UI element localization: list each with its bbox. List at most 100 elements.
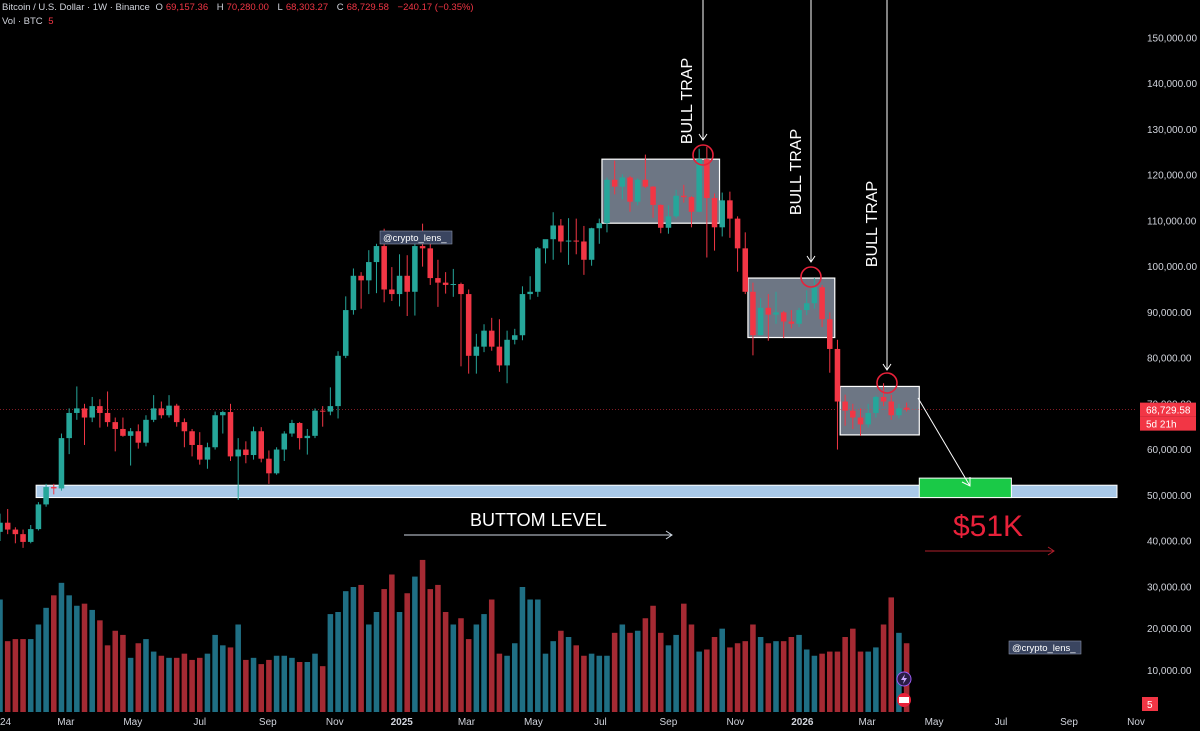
volume-bar xyxy=(604,655,610,712)
candle-body xyxy=(20,534,26,542)
candle-body xyxy=(512,335,518,340)
volume-bar xyxy=(419,559,426,712)
candle-body xyxy=(611,179,618,187)
candle-body xyxy=(811,287,818,304)
volume-bar xyxy=(504,655,510,712)
volume-bar xyxy=(834,651,841,712)
candle-body xyxy=(450,284,457,286)
volume-bar xyxy=(181,653,188,712)
volume-bar xyxy=(796,634,802,712)
volume-bar xyxy=(696,651,702,712)
target-price-label: $51K xyxy=(953,510,1023,543)
candle-body xyxy=(481,330,487,347)
candle-body xyxy=(519,294,526,336)
candle-body xyxy=(850,410,856,418)
volume-label[interactable]: Vol · BTC xyxy=(2,16,43,27)
annotations-layer: @crypto_lens_ @crypto_lens_ BULL TRAP BULL … xyxy=(379,0,1082,707)
volume-bar xyxy=(896,632,902,712)
countdown-text: 5d 21h xyxy=(1146,420,1177,431)
candle-body xyxy=(435,278,441,283)
volume-bar xyxy=(312,653,318,712)
target-arrowhead xyxy=(1047,546,1055,556)
candle-body xyxy=(204,447,211,460)
candle-body xyxy=(803,303,810,311)
watermark-top-text: @crypto_lens_ xyxy=(383,233,447,244)
volume-bar xyxy=(857,651,864,712)
volume-bar xyxy=(542,653,549,712)
time-tick-label: Sep xyxy=(660,717,678,728)
volume-bar xyxy=(880,624,887,712)
candle-body xyxy=(389,289,395,295)
volume-bar xyxy=(435,584,441,712)
bull-trap-box xyxy=(839,385,920,436)
candle-body xyxy=(281,433,288,450)
bottom-level-arrowhead xyxy=(665,530,673,540)
bull-trap-circle xyxy=(692,144,714,166)
candle-body xyxy=(66,412,72,439)
candle-body xyxy=(842,401,848,411)
volume-bar xyxy=(750,624,756,712)
volume-bar xyxy=(173,657,180,712)
candle-body xyxy=(120,428,126,436)
candle-body xyxy=(581,241,587,260)
volume-bar xyxy=(442,612,449,712)
flag-icon-glyph xyxy=(899,697,909,703)
volume-bar xyxy=(289,657,295,712)
time-tick-label: Nov xyxy=(1127,717,1145,728)
candle-body xyxy=(888,401,895,416)
candle-body xyxy=(412,246,418,292)
time-tick-label: Nov xyxy=(726,717,744,728)
volume-bar xyxy=(711,637,718,712)
price-axis[interactable]: 150,000.00 140,000.00 130,000.00 120,000.00… xyxy=(1140,34,1197,712)
volume-bar xyxy=(0,599,3,712)
candle-body xyxy=(711,198,718,228)
candle-body xyxy=(673,195,679,217)
candle-body xyxy=(419,246,426,249)
volume-bar xyxy=(158,655,165,712)
candle-body xyxy=(373,246,380,263)
time-axis[interactable]: 24 Mar May Jul Sep Nov 2025 Mar May Jul Sep Nov 2026… xyxy=(0,717,1145,728)
volume-bar xyxy=(319,666,326,712)
volume-bar xyxy=(66,595,72,712)
candle-body xyxy=(227,412,234,457)
volume-bar xyxy=(742,641,749,712)
volume-bar xyxy=(481,614,487,712)
volume-bar xyxy=(97,620,103,712)
bull-trap-circle xyxy=(800,266,822,288)
candle-body xyxy=(727,200,733,219)
candle-body xyxy=(266,458,272,474)
volume-tick-label: 20,000.00 xyxy=(1147,624,1192,635)
volume-bar xyxy=(120,634,126,712)
projection-arrow xyxy=(917,397,971,487)
volume-bar xyxy=(788,637,795,712)
candle-body xyxy=(350,275,357,311)
volume-bar xyxy=(258,664,264,712)
countdown-badge-bg xyxy=(1140,416,1196,431)
volume-bar xyxy=(327,614,334,712)
legend-ohlc-row: Bitcoin / U.S. Dollar · 1W · Binance O 69… xyxy=(2,1,477,15)
volume-tick-label: 10,000.00 xyxy=(1147,666,1192,677)
candle-body xyxy=(381,246,387,290)
volume-bar xyxy=(12,639,19,712)
lightning-icon-glyph xyxy=(901,674,907,684)
volume-bar xyxy=(573,645,579,712)
candle-body xyxy=(220,412,226,416)
volume-bar xyxy=(266,659,272,712)
candle-body xyxy=(665,216,672,228)
watermark-top-bg xyxy=(379,230,453,245)
current-price-badge-bg xyxy=(1140,402,1196,417)
price-tick-label: 80,000.00 xyxy=(1147,354,1192,365)
candle-body xyxy=(650,186,656,205)
volume-bar xyxy=(281,655,288,712)
candle-body xyxy=(681,195,687,198)
symbol-title[interactable]: Bitcoin / U.S. Dollar · 1W · Binance xyxy=(2,2,150,13)
volume-bar xyxy=(558,630,564,712)
candle-body xyxy=(97,406,103,413)
volume-bar xyxy=(235,624,241,712)
candle-body xyxy=(880,396,887,402)
candle-body xyxy=(235,449,241,457)
volume-bar xyxy=(112,630,119,712)
candle-body xyxy=(273,449,280,474)
volume-bar xyxy=(58,582,65,712)
